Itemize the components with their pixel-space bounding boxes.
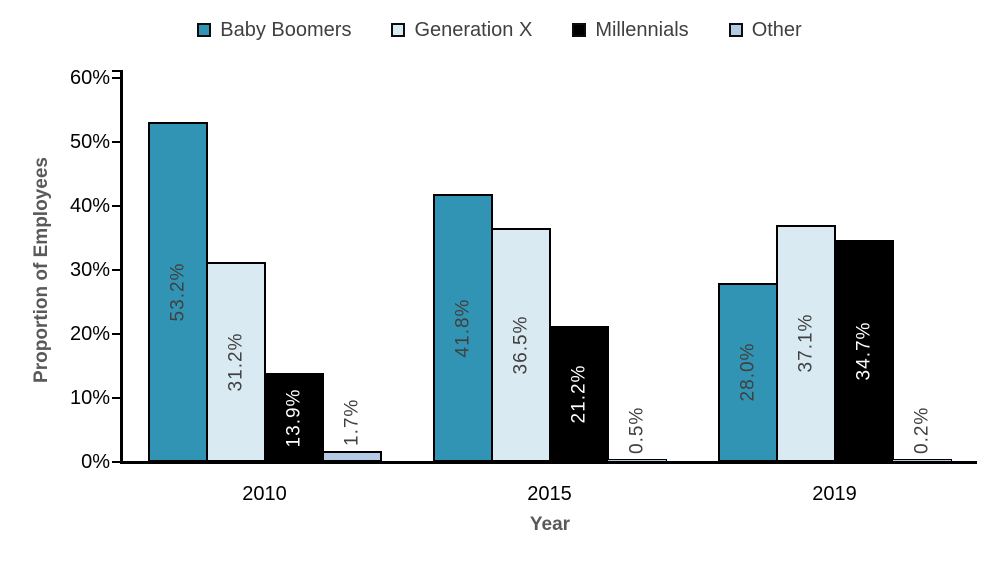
- y-tick-label: 20%: [69, 323, 110, 345]
- bar-data-label: 41.8%: [452, 298, 473, 358]
- bar-other-2010[interactable]: [321, 451, 382, 462]
- legend-swatch-icon: [728, 23, 743, 37]
- bar-generation-x-2015[interactable]: [490, 228, 551, 462]
- y-tick-mark: [112, 77, 122, 79]
- bar-data-label: 21.2%: [568, 364, 589, 424]
- y-tick-label: 50%: [69, 131, 110, 153]
- x-axis-line: [120, 461, 977, 464]
- y-tick-mark: [112, 333, 122, 335]
- y-tick-mark: [112, 269, 122, 271]
- bar-data-label: 1.7%: [341, 398, 362, 447]
- legend-label: Baby Boomers: [220, 19, 352, 41]
- y-tick-mark: [112, 205, 122, 207]
- legend-label: Millennials: [595, 19, 689, 41]
- y-tick-label: 10%: [69, 387, 110, 409]
- bar-data-label: 13.9%: [283, 388, 304, 447]
- y-tick-mark: [112, 397, 122, 399]
- bar-data-label: 37.1%: [795, 313, 816, 373]
- legend-item-millennials[interactable]: Millennials: [572, 19, 689, 41]
- legend-swatch-icon: [197, 23, 212, 37]
- bar-data-label: 31.2%: [225, 332, 246, 392]
- legend-label: Generation X: [414, 19, 533, 41]
- bar-millennials-2010[interactable]: [263, 373, 324, 462]
- x-axis-title: Year: [529, 514, 571, 535]
- y-axis-line: [120, 70, 123, 462]
- bar-generation-x-2019[interactable]: [775, 224, 836, 462]
- legend-swatch-icon: [391, 23, 406, 37]
- y-tick-label: 60%: [69, 67, 110, 89]
- x-tick-label-2019: 2019: [812, 483, 857, 505]
- bar-generation-x-2010[interactable]: [205, 262, 266, 462]
- bar-millennials-2015[interactable]: [548, 326, 609, 462]
- y-tick-mark: [112, 461, 122, 463]
- bar-data-label: 36.5%: [510, 315, 531, 375]
- legend-swatch-icon: [572, 23, 587, 37]
- y-tick-mark: [112, 141, 122, 143]
- bar-baby-boomers-2015[interactable]: [432, 194, 493, 462]
- legend-item-baby-boomers[interactable]: Baby Boomers: [197, 20, 351, 40]
- y-tick-label: 30%: [69, 259, 110, 281]
- y-tick-label: 40%: [69, 195, 110, 217]
- bar-data-label: 53.2%: [167, 262, 188, 322]
- legend-item-other[interactable]: Other: [728, 19, 802, 41]
- x-tick-label-2015: 2015: [527, 483, 572, 505]
- bar-data-label: 0.2%: [911, 406, 932, 454]
- bar-baby-boomers-2019[interactable]: [717, 282, 778, 462]
- x-tick-label-2010: 2010: [242, 483, 287, 505]
- legend: Baby Boomers Generation X Millennials Other: [0, 14, 999, 46]
- bar-data-label: 28.0%: [737, 342, 758, 402]
- bar-data-label: 34.7%: [853, 321, 874, 381]
- y-axis-top-tick: [112, 70, 122, 72]
- bar-data-label: 0.5%: [626, 406, 647, 454]
- legend-label: Other: [751, 19, 802, 41]
- legend-item-generation-x[interactable]: Generation X: [391, 20, 532, 40]
- bar-millennials-2019[interactable]: [833, 239, 894, 462]
- y-tick-label: 0%: [81, 451, 110, 473]
